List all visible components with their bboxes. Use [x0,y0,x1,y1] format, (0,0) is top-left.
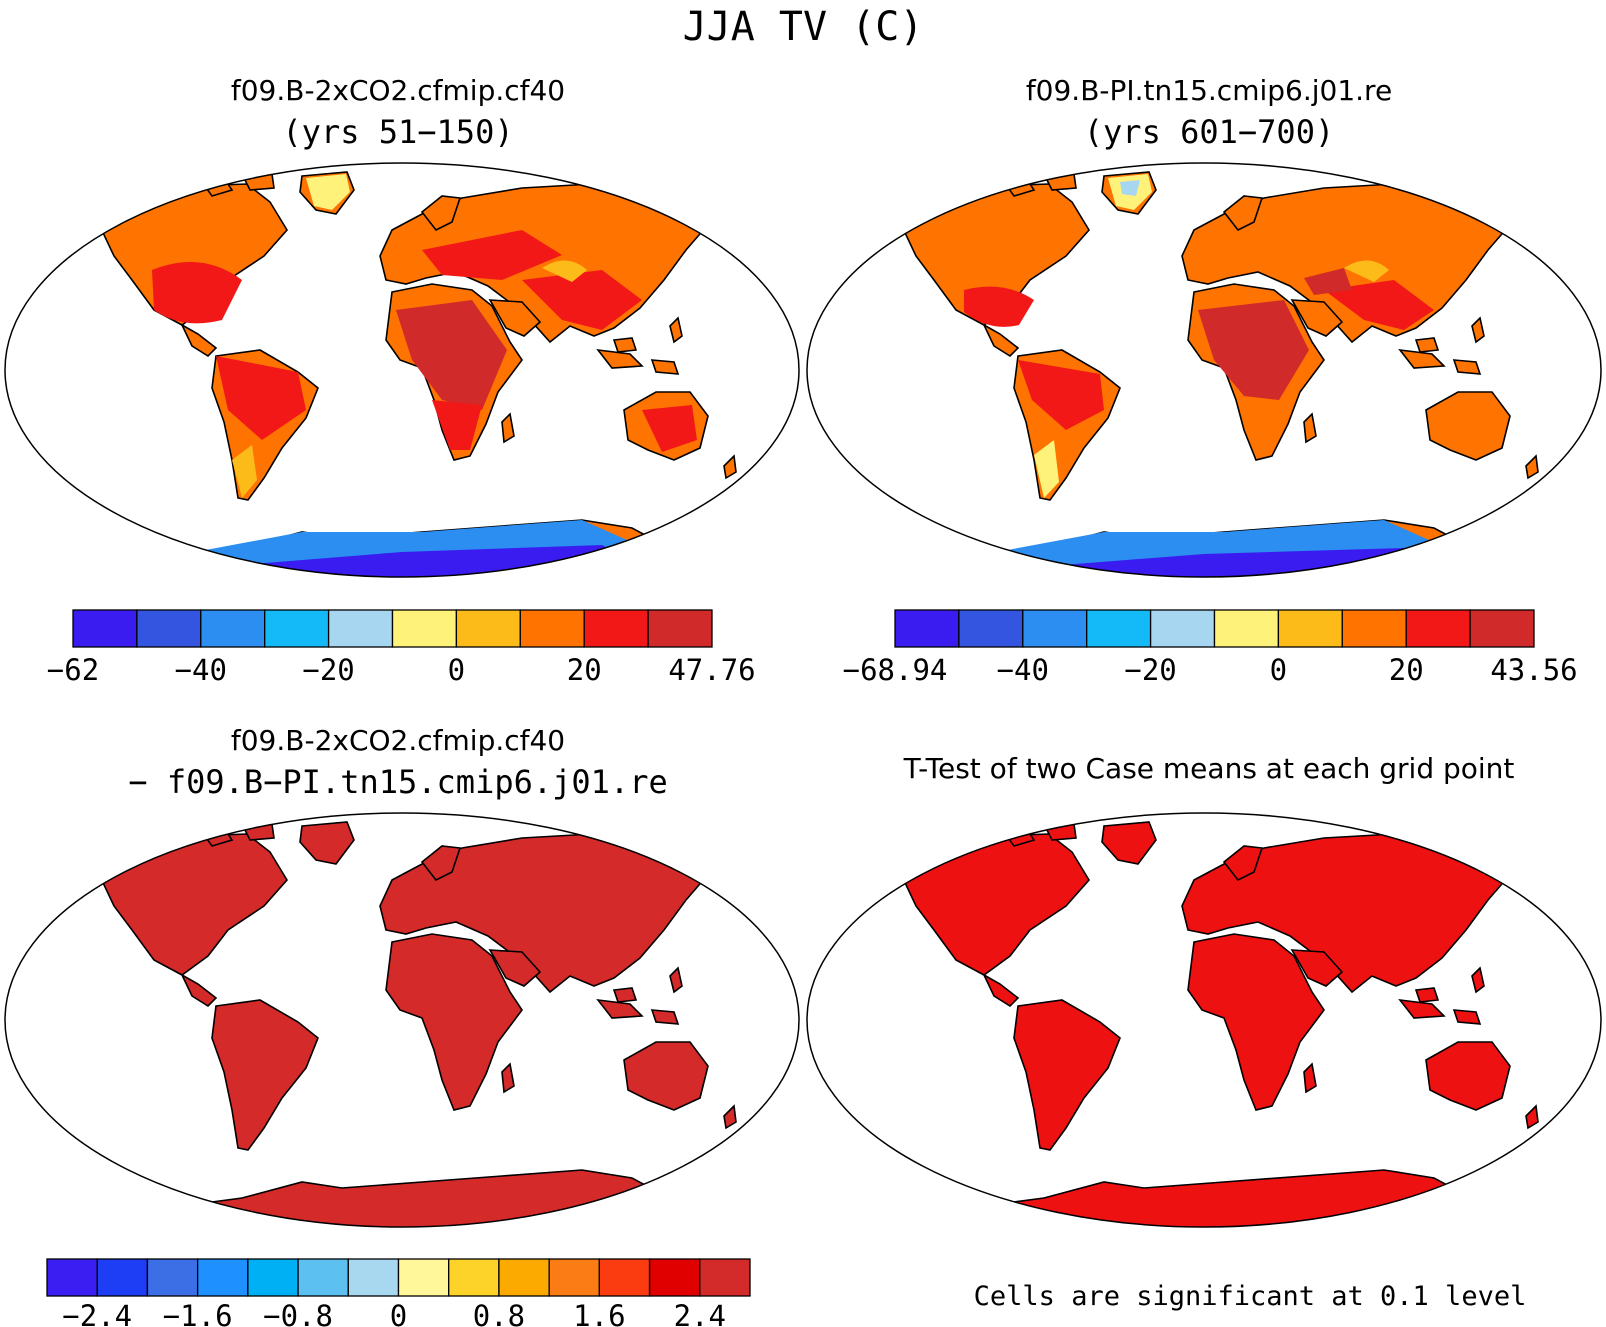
colorbar-swatch [519,609,585,648]
colorbar-tick-label: −20 [302,653,354,687]
panel-bottom-right: T-Test of two Case means at each grid po… [806,752,1602,1312]
panel-top-left: f09.B-2xCO2.cfmip.cf40 (yrs 51−150) −62−… [4,74,800,687]
colorbar-tick-label: −40 [997,653,1049,687]
colorbar-swatch [1086,609,1152,648]
colorbar-swatch [1149,609,1216,648]
colorbar-swatch [598,1258,651,1297]
main-title: JJA TV (C) [683,4,924,50]
panel-top-right: f09.B-PI.tn15.cmip6.j01.re (yrs 601−700)… [806,74,1602,687]
colorbar-tick-label: −68.94 [843,653,948,687]
colorbar-tick-label: 47.76 [668,653,755,687]
panel-3-colorbar: −2.4 −1.6 −0.8 0 0.8 1.6 2.4 [46,1258,751,1327]
colorbar-swatch [297,1258,349,1297]
panel-4-title: T-Test of two Case means at each grid po… [903,752,1515,785]
panel-bottom-left: f09.B-2xCO2.cfmip.cf40 − f09.B−PI.tn15.c… [4,724,800,1327]
colorbar-swatch [1405,609,1471,648]
colorbar-swatch [200,609,266,648]
colorbar-swatch [397,1258,450,1297]
colorbar-swatch [136,609,202,648]
colorbar-tick-label: −20 [1124,653,1176,687]
panel-1-title: f09.B-2xCO2.cfmip.cf40 [231,74,565,107]
panel-3-map [4,812,800,1228]
colorbar-swatch [327,609,394,648]
panel-3-subtitle: − f09.B−PI.tn15.cmip6.j01.re [128,763,667,801]
colorbar-tick-label: 2.4 [674,1299,726,1327]
colorbar-tick-label: 43.56 [1490,653,1577,687]
colorbar-swatch [347,1258,400,1297]
colorbar-swatch [1213,609,1280,648]
colorbar-swatch [1277,609,1343,648]
panel-2-subtitle: (yrs 601−700) [1084,113,1334,151]
panel-2-title: f09.B-PI.tn15.cmip6.j01.re [1026,74,1392,107]
colorbar-swatch [264,609,330,648]
colorbar-tick-label: 0.8 [473,1299,525,1327]
colorbar-swatch [1469,609,1535,648]
colorbar-tick-label: 20 [1389,653,1424,687]
colorbar-tick-label: 0 [1270,653,1287,687]
colorbar-swatch [96,1258,149,1297]
panel-2-colorbar: −68.94 −40 −20 0 20 43.56 [843,609,1578,687]
colorbar-swatch [46,1258,98,1297]
colorbar-swatch [647,609,713,648]
panel-4-note: Cells are significant at 0.1 level [974,1281,1527,1312]
colorbar-tick-label: 0 [448,653,465,687]
colorbar-tick-label: 1.6 [573,1299,625,1327]
panel-1-map [4,162,800,578]
panel-4-map [806,812,1602,1228]
colorbar-swatch [648,1258,701,1297]
colorbar-swatch [1341,609,1407,648]
colorbar-swatch [391,609,458,648]
colorbar-swatch [455,609,521,648]
colorbar-tick-label: −0.8 [263,1299,333,1327]
colorbar-swatch [894,609,960,648]
colorbar-swatch [72,609,138,648]
panel-1-colorbar: −62 −40 −20 0 20 47.76 [47,609,756,687]
colorbar-swatch [196,1258,249,1297]
colorbar-swatch [146,1258,199,1297]
colorbar-swatch [958,609,1024,648]
colorbar-tick-label: −40 [175,653,227,687]
panel-2-map [806,162,1602,578]
colorbar-swatch [699,1258,751,1297]
colorbar-swatch [1022,609,1088,648]
colorbar-tick-label: 0 [390,1299,407,1327]
colorbar-swatch [583,609,649,648]
colorbar-swatch [548,1258,601,1297]
colorbar-swatch [247,1258,299,1297]
colorbar-tick-label: −62 [47,653,99,687]
colorbar-tick-label: −1.6 [163,1299,233,1327]
colorbar-tick-label: −2.4 [62,1299,132,1327]
panel-1-subtitle: (yrs 51−150) [282,113,513,151]
panel-3-title: f09.B-2xCO2.cfmip.cf40 [231,724,565,757]
colorbar-swatch [498,1258,550,1297]
colorbar-tick-label: 20 [567,653,602,687]
colorbar-swatch [448,1258,500,1297]
